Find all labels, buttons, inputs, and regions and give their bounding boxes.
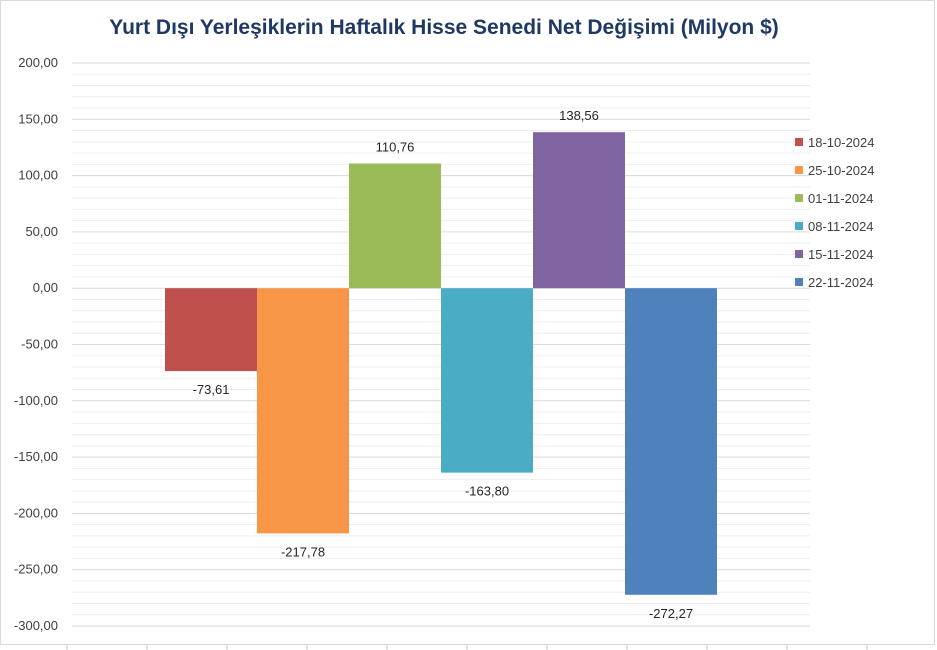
y-tick-label: -200,00	[14, 505, 58, 520]
legend-swatch	[795, 278, 803, 286]
y-tick-label: -250,00	[14, 562, 58, 577]
y-tick-label: -150,00	[14, 449, 58, 464]
legend-swatch	[795, 250, 803, 258]
bar-08-11-2024	[441, 288, 533, 473]
data-label-22-11-2024: -272,27	[649, 606, 693, 621]
legend: 18-10-2024 25-10-2024 01-11-2024 08-11-2024…	[795, 135, 875, 290]
legend-swatch	[795, 138, 803, 146]
bars	[165, 132, 717, 595]
data-label-18-10-2024: -73,61	[193, 382, 230, 397]
legend-entry: 18-10-2024	[808, 135, 875, 150]
data-label-01-11-2024: 110,76	[376, 139, 415, 154]
bar-18-10-2024	[165, 288, 257, 372]
data-label-08-11-2024: -163,80	[465, 484, 509, 499]
chart-title: Yurt Dışı Yerleşiklerin Haftalık Hisse S…	[109, 16, 779, 39]
legend-swatch	[795, 166, 803, 174]
y-tick-label: 0,00	[33, 280, 58, 295]
legend-entry: 01-11-2024	[808, 191, 874, 206]
y-tick-label: 200,00	[18, 55, 58, 70]
bar-01-11-2024	[349, 163, 441, 289]
legend-entry: 08-11-2024	[808, 219, 874, 234]
bar-15-11-2024	[533, 132, 625, 289]
y-axis-ticks: 200,00 150,00 100,00 50,00 0,00 -50,00 -100,00…	[14, 55, 58, 633]
data-label-15-11-2024: 138,56	[559, 108, 599, 123]
legend-entry: 22-11-2024	[808, 275, 874, 290]
legend-swatch	[795, 222, 803, 230]
sheet-column-ticks	[66, 644, 868, 650]
legend-entry: 15-11-2024	[808, 247, 874, 262]
y-tick-label: -100,00	[14, 393, 58, 408]
y-tick-label: -50,00	[21, 337, 58, 352]
bar-25-10-2024	[257, 288, 349, 534]
y-tick-label: 150,00	[18, 111, 58, 126]
y-tick-label: -300,00	[14, 618, 58, 633]
legend-swatch	[795, 194, 803, 202]
data-label-25-10-2024: -217,78	[281, 544, 325, 559]
bar-22-11-2024	[625, 288, 717, 595]
data-labels: -73,61 -217,78 110,76 -163,80 138,56 -272,27	[193, 108, 693, 621]
y-tick-label: 100,00	[18, 168, 58, 183]
legend-entry: 25-10-2024	[808, 163, 875, 178]
y-tick-label: 50,00	[25, 224, 58, 239]
